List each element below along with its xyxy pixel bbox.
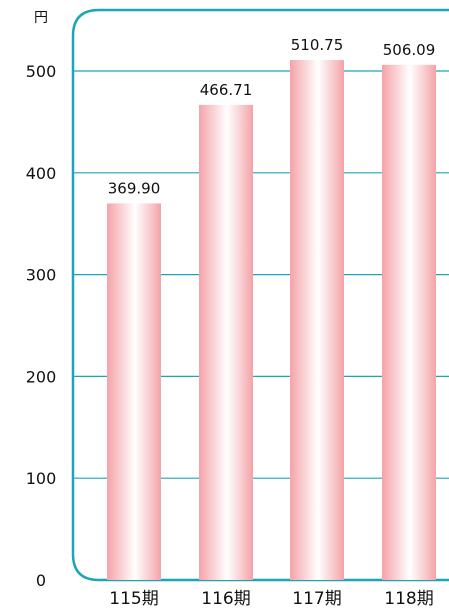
- y-tick-label: 400: [26, 164, 57, 183]
- bar-value-label: 510.75: [291, 36, 344, 54]
- bar: [107, 203, 161, 580]
- x-category-label: 118期: [384, 589, 433, 609]
- bar-value-label: 369.90: [108, 179, 161, 197]
- x-category-label: 117期: [292, 589, 341, 609]
- x-category-label: 116期: [201, 589, 250, 609]
- value-labels: 369.90 466.71 510.75 506.09: [108, 36, 436, 197]
- y-axis-ticks: 0 100 200 300 400 500: [26, 62, 57, 590]
- y-tick-label: 100: [26, 469, 57, 488]
- bar: [199, 104, 253, 580]
- y-tick-label: 300: [26, 266, 57, 285]
- bar: [382, 64, 436, 581]
- bars: [107, 60, 436, 581]
- y-tick-label: 0: [36, 571, 46, 590]
- y-tick-label: 200: [26, 367, 57, 386]
- x-axis-category-labels: 115期 116期 117期 118期: [109, 589, 433, 609]
- plot-frame: [71, 8, 449, 582]
- y-tick-label: 500: [26, 62, 57, 81]
- x-category-label: 115期: [109, 589, 158, 609]
- bar-value-label: 506.09: [383, 41, 436, 59]
- bar-value-label: 466.71: [200, 81, 253, 99]
- bar: [290, 60, 344, 580]
- y-unit-label: 円: [34, 10, 48, 26]
